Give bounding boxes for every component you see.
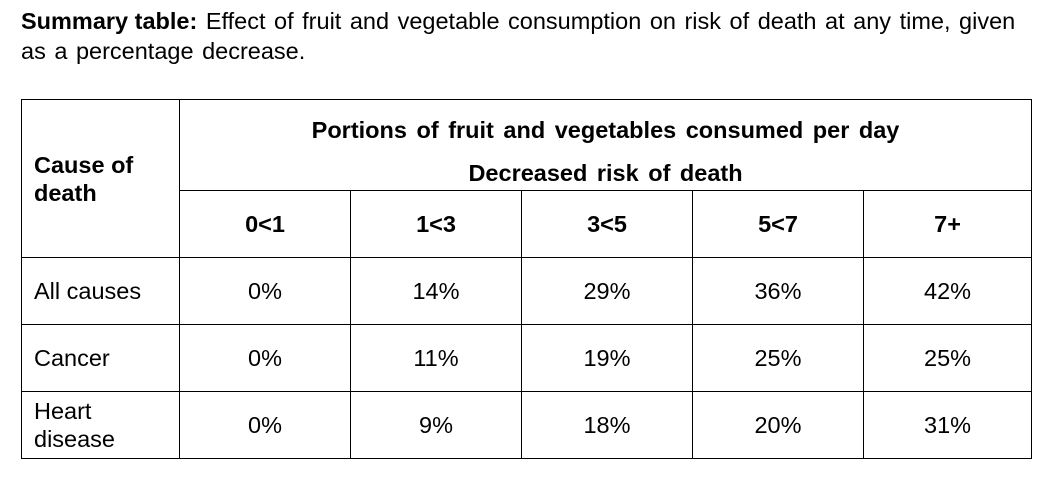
header-row-top: Cause of death Portions of fruit and veg… [21,99,1033,258]
table-row: Heart disease 0% 9% 18% 20% 31% [21,391,1033,459]
summary-table: Cause of death Portions of fruit and veg… [21,99,1033,459]
row-cause-line1: Heart [34,398,92,424]
row-value: 25% [692,324,864,392]
range-header: 7+ [862,190,1033,258]
range-header: 3<5 [521,190,693,258]
header-row-ranges: 0<1 1<3 3<5 5<7 7+ [22,190,1033,258]
row-cause: Cancer [21,324,180,392]
row-cause-line2: disease [34,426,115,452]
row-value: 0% [179,391,351,459]
portions-header: Portions of fruit and vegetables consume… [178,99,1033,191]
row-value: 42% [862,257,1033,325]
row-cause: All causes [21,257,180,325]
row-value: 20% [692,391,864,459]
row-value: 14% [350,257,522,325]
row-cause: Heart disease [21,391,180,459]
portions-header-text: Portions of fruit and vegetables consume… [311,117,900,143]
table-caption: Summary table: Effect of fruit and veget… [21,6,1021,66]
row-value: 19% [521,324,693,392]
row-value: 0% [179,257,351,325]
range-header: 1<3 [350,190,522,258]
row-value: 9% [350,391,522,459]
table-row: Cancer 0% 11% 19% 25% 25% [21,324,1033,392]
row-value: 36% [692,257,864,325]
row-value: 0% [179,324,351,392]
range-header: 5<7 [692,190,864,258]
risk-header-text: Decreased risk of death [468,160,743,186]
row-value: 31% [862,391,1033,459]
range-header: 0<1 [179,190,351,258]
table-row: All causes 0% 14% 29% 36% 42% [21,257,1033,325]
caption-text: Effect of fruit and vegetable consumptio… [21,8,1016,64]
row-value: 25% [862,324,1033,392]
cause-of-death-header: Cause of death [21,99,180,258]
row-value: 18% [521,391,693,459]
row-value: 29% [521,257,693,325]
row-value: 11% [350,324,522,392]
cause-header-line2: death [34,179,97,206]
caption-lead: Summary table: [21,8,198,34]
cause-header-line1: Cause of [34,151,134,178]
